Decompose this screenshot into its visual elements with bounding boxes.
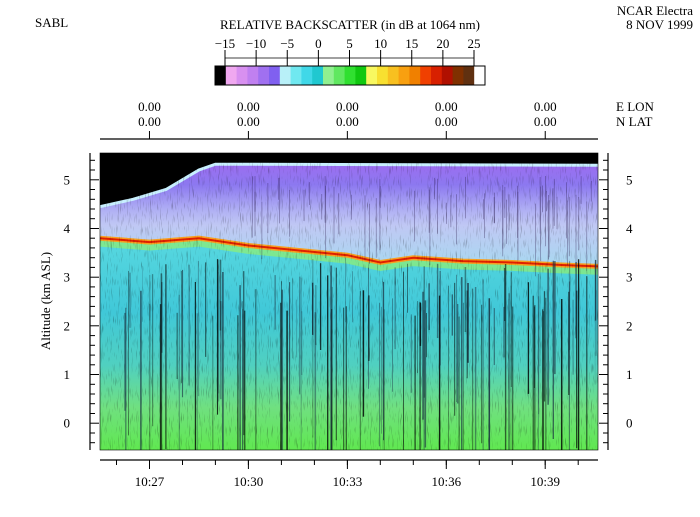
colorbar-swatch xyxy=(215,66,227,85)
time-axis: 10:27 10:30 10:33 10:36 10:39 xyxy=(100,459,598,489)
y-axis-label: Altitude (km ASL) xyxy=(38,252,53,350)
altitude-tick-label: 1 xyxy=(626,367,633,382)
backscatter-image xyxy=(99,152,599,451)
colorbar-tick-label: 0 xyxy=(315,36,322,51)
colorbar-tick-label: 20 xyxy=(436,36,449,51)
left-altitude-axis: 0 1 2 3 4 5 xyxy=(64,153,99,450)
colorbar-swatch xyxy=(398,66,410,85)
date-label: 8 NOV 1999 xyxy=(626,17,693,32)
time-tick-label: 10:36 xyxy=(431,474,461,489)
colorbar-tick-label: 5 xyxy=(346,36,353,51)
time-tick-label: 10:30 xyxy=(234,474,264,489)
aircraft-label: NCAR Electra xyxy=(617,3,693,18)
colorbar-swatch xyxy=(258,66,270,85)
colorbar xyxy=(214,65,486,86)
time-tick-label: 10:27 xyxy=(135,474,165,489)
colorbar-swatch xyxy=(431,66,443,85)
speckle-noise xyxy=(100,153,598,450)
time-tick-label: 10:39 xyxy=(530,474,560,489)
altitude-tick-label: 3 xyxy=(626,270,633,285)
lat-value: 0.00 xyxy=(534,114,557,129)
colorbar-swatch xyxy=(463,66,475,85)
colorbar-swatch xyxy=(409,66,421,85)
altitude-tick-label: 2 xyxy=(64,318,71,333)
altitude-tick-label: 5 xyxy=(64,172,71,187)
colorbar-swatch xyxy=(269,66,281,85)
colorbar-swatch xyxy=(474,66,486,85)
lat-value: 0.00 xyxy=(237,114,260,129)
colorbar-swatch xyxy=(441,66,453,85)
colorbar-swatch xyxy=(323,66,335,85)
colorbar-tick-label: −15 xyxy=(215,36,235,51)
colorbar-swatch xyxy=(333,66,345,85)
lon-axis-label: E LON xyxy=(616,99,655,114)
lon-value: 0.00 xyxy=(138,99,161,114)
colorbar-swatch xyxy=(387,66,399,85)
colorbar-tick-label: 15 xyxy=(405,36,418,51)
colorbar-swatch xyxy=(247,66,259,85)
altitude-tick-label: 1 xyxy=(64,367,71,382)
colorbar-tick-label: −5 xyxy=(280,36,294,51)
altitude-tick-label: 0 xyxy=(626,416,633,431)
position-axis: 0.000.000.000.000.000.000.000.000.000.00 xyxy=(100,99,598,140)
lat-value: 0.00 xyxy=(336,114,359,129)
colorbar-swatch xyxy=(301,66,313,85)
altitude-tick-label: 0 xyxy=(64,416,71,431)
time-tick-label: 10:33 xyxy=(333,474,363,489)
colorbar-swatch xyxy=(236,66,248,85)
colorbar-tick-label: −10 xyxy=(246,36,266,51)
right-altitude-axis: 0 1 2 3 4 5 xyxy=(599,153,633,450)
lat-value: 0.00 xyxy=(435,114,458,129)
colorbar-swatch xyxy=(279,66,291,85)
signal-dropouts xyxy=(124,176,597,450)
instrument-label: SABL xyxy=(35,15,68,30)
colorbar-tick-label: 10 xyxy=(374,36,387,51)
colorbar-tick-label: 25 xyxy=(468,36,481,51)
altitude-tick-label: 5 xyxy=(626,172,633,187)
colorbar-swatch xyxy=(312,66,324,85)
altitude-tick-label: 4 xyxy=(64,221,71,236)
colorbar-swatch xyxy=(355,66,367,85)
altitude-tick-label: 4 xyxy=(626,221,633,236)
lat-axis-label: N LAT xyxy=(616,114,653,129)
colorbar-tick-labels: −15 −10 −5 0 5 10 15 20 25 xyxy=(215,36,481,66)
altitude-tick-label: 2 xyxy=(626,318,633,333)
altitude-tick-label: 3 xyxy=(64,270,71,285)
colorbar-swatch xyxy=(420,66,432,85)
colorbar-swatch xyxy=(452,66,464,85)
colorbar-swatch xyxy=(290,66,302,85)
lon-value: 0.00 xyxy=(534,99,557,114)
lon-value: 0.00 xyxy=(336,99,359,114)
colorbar-swatch xyxy=(366,66,378,85)
lon-value: 0.00 xyxy=(435,99,458,114)
lon-value: 0.00 xyxy=(237,99,260,114)
lat-value: 0.00 xyxy=(138,114,161,129)
colorbar-swatch xyxy=(377,66,389,85)
colorbar-swatch xyxy=(225,66,237,85)
colorbar-swatch xyxy=(344,66,356,85)
colorbar-title: RELATIVE BACKSCATTER (in dB at 1064 nm) xyxy=(220,17,480,32)
